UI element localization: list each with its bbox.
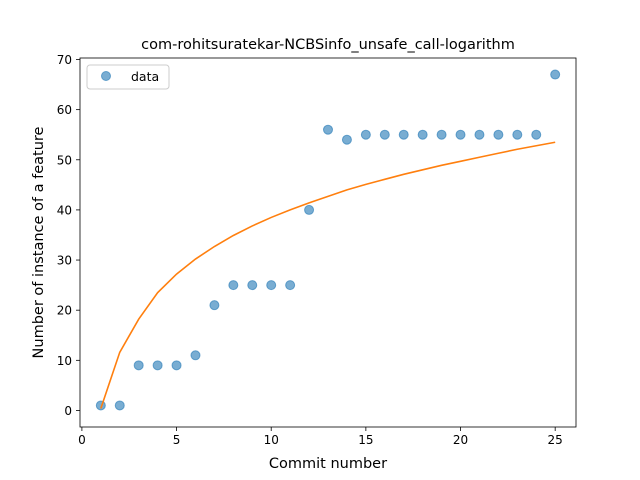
x-tick-label: 0 (78, 433, 86, 447)
x-tick-label: 15 (358, 433, 373, 447)
data-point (304, 204, 315, 215)
data-point (133, 360, 144, 371)
x-tick-label: 25 (548, 433, 563, 447)
data-point (228, 280, 239, 291)
y-tick-label: 40 (57, 203, 72, 217)
legend-box (86, 64, 170, 90)
legend: data (86, 64, 170, 90)
data-point (550, 69, 561, 80)
data-point (436, 129, 447, 140)
data-point (341, 134, 352, 145)
data-point (266, 280, 277, 291)
fit-line (100, 141, 556, 409)
data-point (474, 129, 485, 140)
data-point (531, 129, 542, 140)
data-point (379, 129, 390, 140)
x-tick-label: 10 (264, 433, 279, 447)
data-point (209, 300, 220, 311)
x-tick-label: 5 (173, 433, 181, 447)
data-point (190, 350, 201, 361)
legend-label-data: data (131, 69, 159, 84)
chart-title: com-rohitsuratekar-NCBSinfo_unsafe_call-… (141, 37, 515, 53)
data-point (95, 400, 106, 411)
y-tick-label: 10 (57, 354, 72, 368)
legend-marker-data (101, 71, 111, 81)
data-point (114, 400, 125, 411)
axes-layer: 0 5 10 15 20 25 0 10 20 30 40 50 60 70 (57, 53, 563, 447)
data-point (398, 129, 409, 140)
data-point (152, 360, 163, 371)
data-point (247, 280, 258, 291)
y-tick-label: 60 (57, 103, 72, 117)
data-point (417, 129, 428, 140)
data-point (455, 129, 466, 140)
y-tick-label: 50 (57, 153, 72, 167)
data-point (512, 129, 523, 140)
x-tick-label: 20 (453, 433, 468, 447)
series-layer (95, 69, 561, 411)
data-point (360, 129, 371, 140)
plot-frame (79, 57, 577, 428)
data-point (323, 124, 333, 135)
y-tick-label: 30 (57, 254, 72, 268)
y-tick-label: 70 (57, 53, 72, 67)
x-axis-label: Commit number (269, 456, 387, 472)
data-point (171, 360, 182, 371)
y-tick-label: 20 (57, 304, 72, 318)
y-axis-label: Number of instance of a feature (31, 126, 47, 358)
y-tick-label: 0 (64, 404, 72, 418)
plot-area (80, 58, 576, 427)
data-point (285, 280, 296, 291)
data-point (493, 129, 504, 140)
